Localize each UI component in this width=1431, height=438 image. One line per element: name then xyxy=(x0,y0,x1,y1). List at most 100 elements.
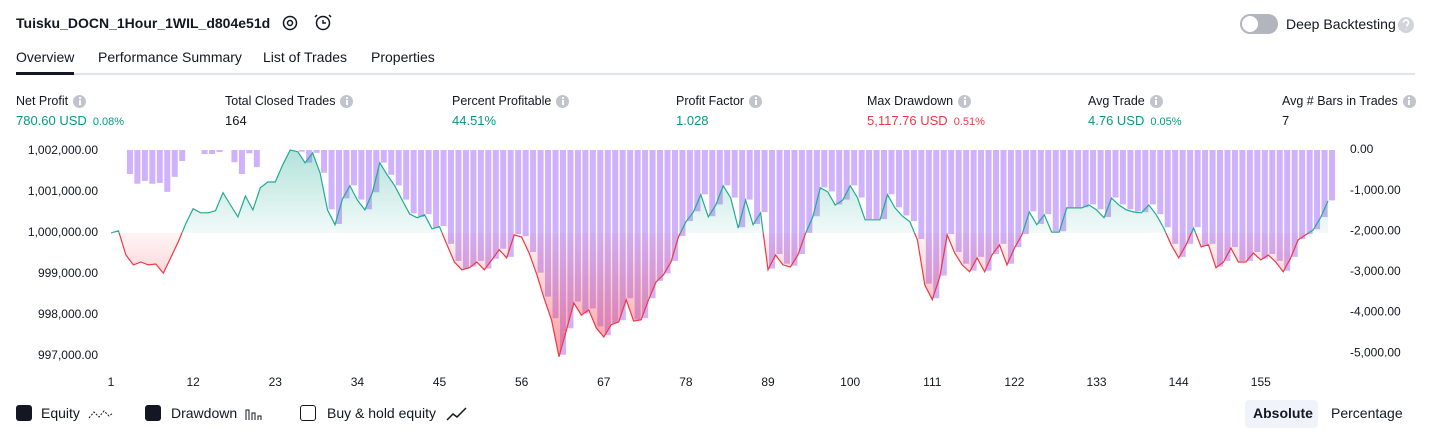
x-tick-label: 23 xyxy=(269,375,283,389)
help-icon[interactable] xyxy=(1398,17,1414,33)
drawdown-checkbox[interactable] xyxy=(145,405,161,421)
equity-line-positive xyxy=(110,149,1329,233)
drawdown-bar xyxy=(1045,150,1052,215)
drawdown-bar xyxy=(418,150,425,218)
drawdown-bar xyxy=(171,150,178,177)
drawdown-bar xyxy=(731,150,738,198)
drawdown-bar xyxy=(134,150,141,184)
drawdown-bar xyxy=(589,150,596,309)
drawdown-bar xyxy=(216,150,223,153)
buy-hold-checkbox[interactable] xyxy=(300,405,316,421)
info-icon[interactable] xyxy=(556,94,570,108)
drawdown-bar xyxy=(910,150,917,222)
legend-label[interactable]: Drawdown xyxy=(171,405,238,421)
drawdown-bar xyxy=(754,150,761,224)
alert-icon[interactable] xyxy=(314,14,332,31)
y2-tick-label: -5,000.00 xyxy=(1350,345,1401,359)
tab[interactable]: Performance Summary xyxy=(98,49,242,65)
tab[interactable]: Overview xyxy=(16,49,75,65)
drawdown-bar xyxy=(1269,150,1276,254)
metric-label: Total Closed Trades xyxy=(225,94,354,108)
drawdown-bar xyxy=(1217,150,1224,267)
y2-tick-label: -3,000.00 xyxy=(1350,264,1401,278)
settings-icon-outer xyxy=(282,15,298,31)
drawdown-bar xyxy=(657,150,664,281)
x-tick-label: 155 xyxy=(1251,375,1271,389)
info-icon[interactable] xyxy=(1402,94,1416,108)
drawdown-bar xyxy=(724,150,731,186)
drawdown-bar xyxy=(843,150,850,200)
equity-checkbox[interactable] xyxy=(16,405,32,421)
drawdown-bar xyxy=(955,150,962,252)
drawdown-bar xyxy=(425,150,432,215)
drawdown-bar xyxy=(866,150,873,220)
toggle-knob xyxy=(1242,16,1258,32)
y-tick-label: 999,000.00 xyxy=(38,266,98,280)
y-tick-label: 997,000.00 xyxy=(38,348,98,362)
metric-value: 7 xyxy=(1282,113,1289,128)
drawdown-bar xyxy=(821,150,828,188)
drawdown-bar xyxy=(1299,150,1306,239)
mode-active-bg xyxy=(1245,400,1318,428)
drawdown-bar xyxy=(1015,150,1022,248)
drawdown-bar xyxy=(1037,150,1044,224)
drawdown-bar xyxy=(903,150,910,216)
buy-hold-icon xyxy=(446,407,467,421)
x-tick-label: 34 xyxy=(351,375,365,389)
drawdown-bar xyxy=(985,150,992,271)
metric-label: Net Profit xyxy=(16,94,87,108)
drawdown-bar xyxy=(298,150,305,152)
info-icon[interactable] xyxy=(749,94,763,108)
mode-button[interactable]: Absolute xyxy=(1253,405,1313,421)
mode-button[interactable]: Percentage xyxy=(1331,405,1403,421)
metric-value: 44.51% xyxy=(452,113,496,128)
alert-icon-face xyxy=(315,15,331,31)
drawdown-bar xyxy=(1329,150,1335,201)
strategy-title: Tuisku_DOCN_1Hour_1WIL_d804e51d xyxy=(16,15,271,31)
drawdown-bar xyxy=(1030,150,1037,212)
info-icon[interactable] xyxy=(73,94,87,108)
x-tick-label: 111 xyxy=(923,375,942,389)
metric-value: 5,117.76 USD 0.51% xyxy=(867,113,985,128)
y-tick-label: 1,001,000.00 xyxy=(28,184,98,198)
info-icon[interactable] xyxy=(1149,94,1163,108)
drawdown-bar xyxy=(813,150,820,217)
drawdown-bar xyxy=(1276,150,1283,261)
drawdown-bar xyxy=(545,150,552,297)
metric-label-text: Total Closed Trades xyxy=(225,94,336,108)
y2-tick-label: -1,000.00 xyxy=(1350,183,1401,197)
metric-percent: 0.51% xyxy=(953,116,985,128)
drawdown-bar xyxy=(1291,150,1298,257)
legend-label[interactable]: Equity xyxy=(41,405,80,421)
x-tick-label: 144 xyxy=(1169,375,1189,389)
tab[interactable]: List of Trades xyxy=(263,49,348,65)
info-icon[interactable] xyxy=(958,94,972,108)
metric-value-text: 1.028 xyxy=(676,113,709,128)
drawdown-bar xyxy=(328,150,335,210)
metric-value-text: 7 xyxy=(1282,113,1290,128)
drawdown-bar xyxy=(201,150,208,155)
drawdown-bar xyxy=(1067,150,1074,208)
y-tick-label: 998,000.00 xyxy=(38,307,98,321)
metric-label-text: Profit Factor xyxy=(676,94,745,108)
metric-label-text: Net Profit xyxy=(16,94,69,108)
drawdown-bar xyxy=(1142,150,1149,213)
drawdown-bar xyxy=(1284,150,1291,271)
drawdown-bar xyxy=(403,150,410,200)
drawdown-bar xyxy=(365,150,372,210)
drawdown-bar xyxy=(739,150,746,228)
drawdown-bar xyxy=(522,150,529,237)
metric-value-text: 5,117.76 USD xyxy=(867,113,948,128)
drawdown-bar xyxy=(238,150,245,174)
drawdown-bar xyxy=(851,150,858,186)
drawdown-bar xyxy=(970,150,977,271)
metric-value-text: 44.51% xyxy=(452,113,497,128)
info-icon[interactable] xyxy=(340,94,354,108)
settings-icon[interactable] xyxy=(282,15,298,31)
drawdown-bar xyxy=(806,150,813,233)
drawdown-bar xyxy=(948,150,955,235)
tab[interactable]: Properties xyxy=(371,49,435,65)
drawdown-bar xyxy=(335,150,342,224)
legend-label[interactable]: Buy & hold equity xyxy=(327,405,436,421)
metric-label: Avg Trade xyxy=(1088,94,1163,108)
